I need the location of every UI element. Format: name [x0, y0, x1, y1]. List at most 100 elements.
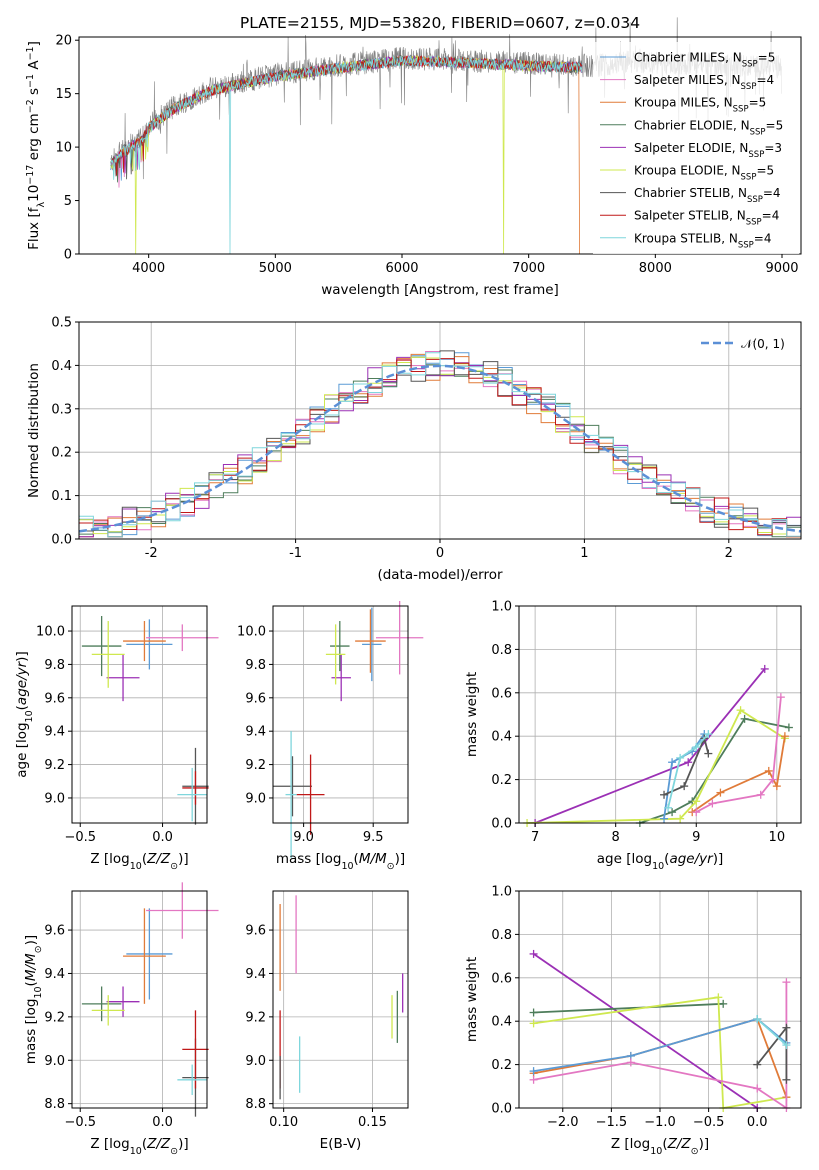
- y-tick-label: 0.5: [51, 316, 72, 331]
- series-line-kroupa_elodie: [533, 996, 787, 1110]
- y-tick-label: 9.4: [245, 967, 266, 982]
- legend-label: Kroupa ELODIE, NSSP=5: [634, 164, 774, 183]
- y-tick-label: 0.0: [51, 533, 72, 548]
- y-tick-label: 9.4: [44, 725, 65, 740]
- y-tick-label: 0.4: [51, 359, 72, 374]
- series-marker-kroupa_miles: [764, 766, 773, 775]
- series-marker-salpeter_elodie: [684, 758, 693, 767]
- x-tick-label: 9.0: [293, 830, 314, 845]
- legend-label-tail: =5: [749, 96, 767, 110]
- y-tick-label: 1.0: [491, 600, 512, 615]
- x-axis-label: wavelength [Angstrom, rest frame]: [321, 282, 559, 298]
- legend-label-main: Chabrier MILES, N: [634, 51, 742, 65]
- x-tick-label: 5000: [259, 261, 292, 276]
- y-tick-label: 9.2: [245, 758, 266, 773]
- label-part: )]: [713, 851, 724, 867]
- series-line-chabrier_elodie: [533, 1002, 724, 1014]
- x-tick-label: −0.5: [64, 1115, 96, 1130]
- legend-label: Salpeter MILES, NSSP=4: [634, 73, 774, 92]
- y-tick-label: 9.8: [44, 658, 65, 673]
- series-line-salpeter_elodie: [533, 953, 758, 1109]
- label-part: Z [log: [90, 1136, 129, 1152]
- y-axis-label-massweight_vs_age: mass weight: [464, 672, 480, 757]
- y-tick-label: 0.4: [491, 730, 512, 745]
- label-part: )]: [14, 651, 30, 662]
- x-axis-label: (data-model)/error: [377, 567, 503, 583]
- figure-title: PLATE=2155, MJD=53820, FIBERID=0607, z=0…: [240, 14, 640, 32]
- label-part: ⊙: [33, 945, 44, 953]
- label-part: 10: [650, 1146, 662, 1157]
- y-tick-label: 9.6: [245, 924, 266, 939]
- x-axis-label-mass_vs_Z: Z [log10(Z/Z⊙)]: [90, 1136, 188, 1157]
- y-axis-label-massweight_vs_Z: mass weight: [464, 957, 480, 1042]
- series-marker-kroupa_stelib: [704, 730, 713, 739]
- y-tick-label: 9.0: [44, 791, 65, 806]
- x-tick-label: −2.0: [547, 1115, 579, 1130]
- plot-area-massweight_vs_age: [523, 664, 793, 827]
- series-marker-kroupa_elodie: [529, 1019, 538, 1028]
- series-marker-chabrier_miles: [660, 814, 669, 823]
- y-tick-label: 8.8: [44, 1097, 65, 1112]
- x-tick-label: 0.10: [269, 1115, 298, 1130]
- x-axis-label-ebv: E(B-V): [320, 1136, 362, 1152]
- series-line-kroupa_elodie: [527, 708, 786, 824]
- x-tick-label: 8: [612, 830, 620, 845]
- y-tick-label: 9.2: [44, 758, 65, 773]
- series-marker-chabrier_stelib: [680, 782, 689, 791]
- legend-label-sub: SSP: [742, 60, 758, 70]
- legend-label: Kroupa STELIB, NSSP=4: [634, 231, 772, 250]
- model-spectrum-kroupa_stelib: [110, 55, 583, 255]
- legend-label-tail: =4: [754, 231, 772, 245]
- series-marker-salpeter_miles: [756, 790, 765, 799]
- series-marker-chabrier_miles: [668, 758, 677, 767]
- label-part: 10: [33, 986, 44, 998]
- label-part: Z [log: [90, 851, 129, 867]
- x-tick-label: 10: [769, 830, 786, 845]
- y-tick-label: 0.4: [491, 1015, 512, 1030]
- y-tick-label: 9.6: [44, 691, 65, 706]
- legend-label-gaussian: 𝒩(0, 1): [741, 337, 785, 351]
- label-part: )]: [23, 935, 39, 946]
- series-marker-chabrier_stelib: [660, 790, 669, 799]
- label-part: 10: [24, 710, 35, 722]
- y-tick-label: 9.4: [44, 967, 65, 982]
- legend-label-sub: SSP: [747, 195, 763, 205]
- series-marker-chabrier_miles: [529, 1067, 538, 1076]
- legend-label: Salpeter ELODIE, NSSP=3: [634, 141, 782, 160]
- legend-box: [593, 42, 799, 254]
- x-tick-label: 9.5: [363, 830, 384, 845]
- legend-label-tail: =4: [763, 186, 781, 200]
- legend-label-main: Chabrier ELODIE, N: [634, 118, 750, 132]
- label-part: 10: [652, 861, 664, 872]
- legend-label-sub: SSP: [746, 218, 762, 228]
- label-part: age/yr: [14, 660, 30, 705]
- label-part: A: [26, 60, 42, 74]
- axes-massweight_vs_Z: −2.0 −1.5 −1.0 −0.5 0.0 0.0 0.2 0.4 0.6 0.8 1.0: [491, 885, 802, 1130]
- series-marker-salpeter_miles: [782, 978, 791, 987]
- series-marker-kroupa_elodie: [676, 814, 685, 823]
- x-tick-label: 9000: [765, 261, 798, 276]
- label-part: (: [142, 851, 147, 867]
- y-tick-label: 9.0: [44, 1054, 65, 1069]
- plot-area-age_vs_mass: [273, 600, 424, 859]
- label-part: age [log: [14, 722, 30, 777]
- series-marker-salpeter_miles: [692, 808, 701, 817]
- label-part: Z/Z: [146, 851, 171, 867]
- x-tick-label: 0.0: [152, 1115, 173, 1130]
- y-axis-label-mass_vs_Z: mass [log10(M/M⊙)]: [23, 935, 44, 1064]
- y-tick-label: 9.0: [245, 791, 266, 806]
- y-tick-label: 0.2: [491, 1058, 512, 1073]
- label-part: s: [26, 88, 42, 99]
- label-part: (: [354, 851, 359, 867]
- label-part: λ: [36, 202, 47, 208]
- legend-label-tail: =4: [762, 209, 780, 223]
- gaussian-curve: [78, 364, 802, 533]
- axes-spectrum: 4000 5000 6000 7000 8000 9000 0 5 10 15 20: [55, 17, 802, 276]
- x-tick-label: −1.5: [596, 1115, 628, 1130]
- y-tick-label: 0.0: [491, 817, 512, 832]
- series-marker-chabrier_elodie: [529, 1008, 538, 1017]
- x-tick-label: 2: [725, 546, 733, 561]
- axes-frame: [71, 605, 208, 824]
- axes-age_vs_mass: 9.0 9.5 9.0 9.2 9.4 9.6 9.8 10.0: [237, 600, 424, 859]
